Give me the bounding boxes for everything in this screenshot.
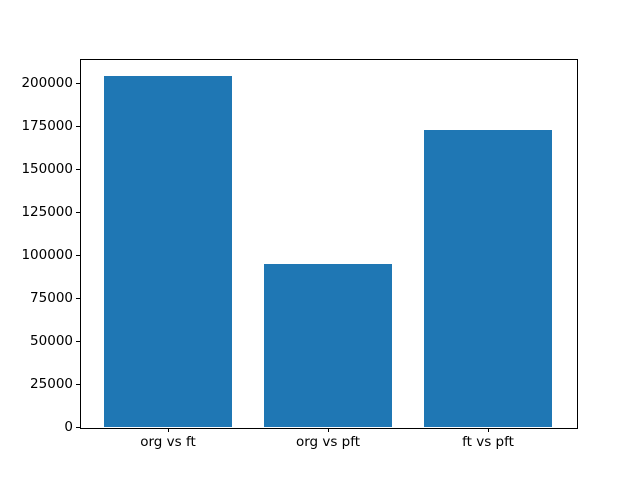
y-tick-label: 75000 bbox=[30, 289, 73, 306]
y-tick-label: 175000 bbox=[21, 117, 73, 134]
y-tick-mark bbox=[76, 168, 80, 170]
x-tick-label: ft vs pft bbox=[462, 434, 514, 450]
y-tick-mark bbox=[76, 426, 80, 428]
x-tick-mark bbox=[487, 428, 489, 432]
bar-ft-vs-pft bbox=[424, 129, 552, 427]
y-tick-mark bbox=[76, 340, 80, 342]
y-tick-label: 100000 bbox=[21, 246, 73, 263]
y-tick-label: 150000 bbox=[21, 160, 73, 177]
y-tick-label: 200000 bbox=[21, 74, 73, 91]
x-tick-mark bbox=[167, 428, 169, 432]
x-tick-mark bbox=[327, 428, 329, 432]
bar-org-vs-pft bbox=[264, 263, 392, 427]
y-tick-label: 0 bbox=[64, 418, 73, 435]
y-tick-mark bbox=[76, 297, 80, 299]
y-tick-mark bbox=[76, 383, 80, 385]
y-tick-label: 125000 bbox=[21, 203, 73, 220]
y-tick-mark bbox=[76, 254, 80, 256]
y-tick-mark bbox=[76, 125, 80, 127]
bar-org-vs-ft bbox=[104, 76, 232, 427]
x-tick-label: org vs pft bbox=[295, 434, 361, 450]
y-tick-label: 25000 bbox=[30, 375, 73, 392]
x-tick-label: org vs ft bbox=[140, 434, 196, 450]
y-tick-mark bbox=[76, 211, 80, 213]
y-tick-label: 50000 bbox=[30, 332, 73, 349]
y-tick-mark bbox=[76, 82, 80, 84]
